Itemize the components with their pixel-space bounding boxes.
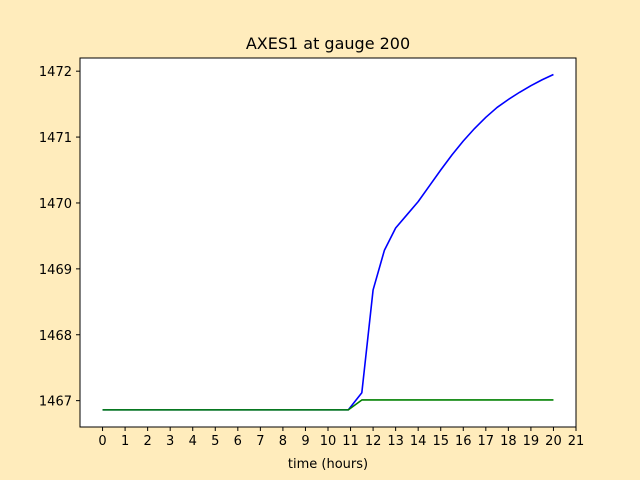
x-tick-label: 20: [545, 434, 562, 449]
x-tick-label: 2: [143, 434, 151, 449]
x-tick-label: 9: [301, 434, 309, 449]
y-tick-label: 1467: [39, 395, 72, 410]
y-tick-label: 1469: [39, 263, 72, 278]
y-tick-label: 1470: [39, 197, 72, 212]
x-tick-label: 12: [365, 434, 382, 449]
x-tick-label: 16: [455, 434, 472, 449]
x-tick-label: 4: [189, 434, 197, 449]
x-tick-label: 10: [320, 434, 337, 449]
x-tick-label: 0: [98, 434, 106, 449]
x-tick-label: 21: [568, 434, 585, 449]
x-tick-label: 1: [121, 434, 129, 449]
x-tick-label: 7: [256, 434, 264, 449]
x-tick-label: 15: [432, 434, 449, 449]
x-tick-label: 17: [478, 434, 495, 449]
x-tick-label: 5: [211, 434, 219, 449]
x-tick-label: 3: [166, 434, 174, 449]
x-axis-label: time (hours): [288, 457, 368, 472]
y-tick-label: 1472: [39, 65, 72, 80]
x-tick-label: 14: [410, 434, 427, 449]
x-tick-label: 19: [523, 434, 540, 449]
y-tick-label: 1471: [39, 131, 72, 146]
chart-title: AXES1 at gauge 200: [246, 34, 410, 53]
series-layer: [102, 73, 554, 411]
x-tick-label: 13: [387, 434, 404, 449]
x-tick-label: 6: [234, 434, 242, 449]
y-axis-ticks: 1467 1468 1469 1470 1471 1472: [39, 65, 80, 410]
y-tick-label: 1468: [39, 329, 72, 344]
series-line-2: [102, 399, 554, 411]
x-tick-label: 18: [500, 434, 517, 449]
x-axis-ticks: 0 1 2 3 4 5 6 7 8 9 10 11 12 13 14 15 16 17 18 19 20 21: [98, 427, 584, 449]
x-tick-label: 8: [279, 434, 287, 449]
x-tick-label: 11: [342, 434, 359, 449]
plot-area: [80, 58, 576, 427]
